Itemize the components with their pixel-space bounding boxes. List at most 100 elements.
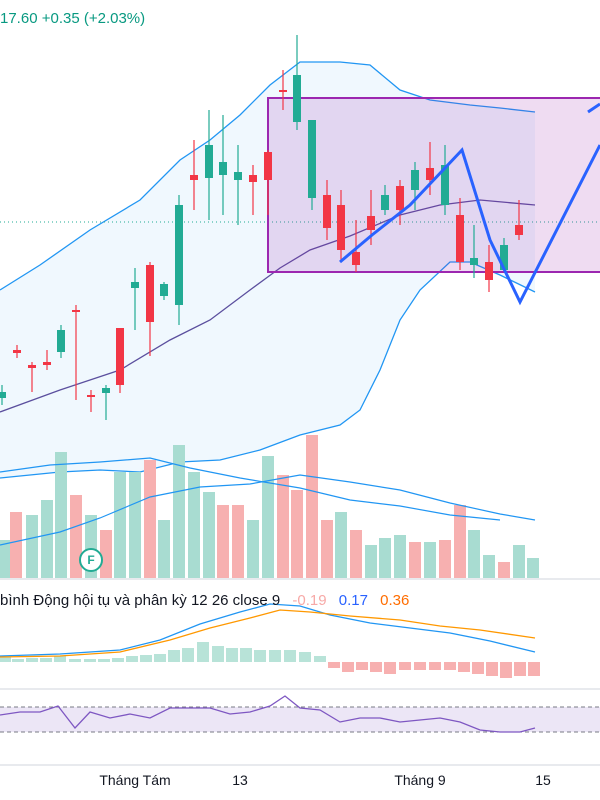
volume-bar [513, 545, 525, 578]
macd-histogram-bar [126, 656, 138, 662]
macd-histogram-bar [54, 656, 66, 662]
volume-bar [527, 558, 539, 578]
pattern-rectangle [267, 97, 600, 273]
candle-body [175, 205, 183, 305]
volume-bar [350, 530, 362, 578]
volume-bb-line [0, 457, 501, 521]
volume-bar [291, 490, 303, 578]
volume-bar [26, 515, 38, 578]
volume-bar [247, 520, 259, 578]
volume-bar [203, 492, 215, 578]
volume-bar [409, 542, 421, 578]
candle-body [264, 152, 272, 180]
macd-histogram-bar [69, 659, 81, 662]
volume-bar [217, 505, 229, 578]
candle-body [279, 90, 287, 92]
candle-body [441, 165, 449, 205]
volume-bar [173, 445, 185, 578]
event-marker-f[interactable]: F [79, 548, 103, 572]
candle-body [219, 162, 227, 175]
volume-bar [365, 545, 377, 578]
macd-histogram-bar [328, 662, 340, 668]
volume-bar [262, 456, 274, 578]
volume-bar [158, 520, 170, 578]
candle-body [28, 365, 36, 368]
macd-histogram-bar [240, 648, 252, 662]
x-tick-label: Tháng 9 [394, 772, 446, 788]
macd-histogram-bar [472, 662, 484, 674]
candle-body [515, 225, 523, 235]
macd-histogram-bar [182, 648, 194, 662]
price-change: +0.35 [41, 10, 80, 27]
volume-bar [232, 505, 244, 578]
macd-histogram-bar [528, 662, 540, 676]
volume-bar [498, 562, 510, 578]
macd-histogram-bar [112, 658, 124, 662]
macd-legend-label: bình Động hội tụ và phân kỳ 12 26 close … [0, 592, 281, 609]
volume-bar [10, 512, 22, 578]
volume-bar [483, 555, 495, 578]
candle-body [13, 350, 21, 353]
volume-bar [277, 475, 289, 578]
candle-body [146, 265, 154, 322]
volume-bar [55, 452, 67, 578]
candle-body [43, 362, 51, 365]
macd-histogram-bar [356, 662, 368, 670]
macd-line [0, 603, 536, 657]
macd-histogram-bar [140, 655, 152, 662]
pattern-line [339, 144, 600, 306]
volume-bar [335, 512, 347, 578]
candle-body [396, 186, 404, 210]
macd-histogram-bar [486, 662, 498, 676]
macd-histogram-bar [370, 662, 382, 672]
macd-histogram-bar [26, 658, 38, 662]
macd-signal-value: 0.36 [380, 592, 410, 609]
candle-body [485, 262, 493, 280]
volume-bar [468, 530, 480, 578]
candle-body [249, 175, 257, 182]
macd-signal-line [0, 609, 536, 658]
macd-histogram-bar [458, 662, 470, 672]
candle-body [160, 284, 168, 296]
candle-body [205, 145, 213, 178]
volume-bar [379, 538, 391, 578]
candle-body [323, 195, 331, 228]
x-tick-label: Tháng Tám [99, 772, 171, 788]
candle-body [352, 252, 360, 265]
macd-histogram-bar [212, 646, 224, 662]
candle-body [102, 388, 110, 393]
macd-histogram-bar [514, 662, 526, 676]
macd-histogram-bar [429, 662, 441, 670]
macd-histogram-bar [254, 650, 266, 662]
candle-body [0, 392, 6, 398]
volume-bar [188, 472, 200, 578]
macd-histogram-bar [269, 650, 281, 662]
volume-bar [394, 535, 406, 578]
volume-bar [129, 472, 141, 578]
volume-bar [41, 500, 53, 578]
macd-histogram-bar [414, 662, 426, 670]
macd-histogram-bar [168, 650, 180, 662]
macd-histogram-bar [444, 662, 456, 670]
candle-body [426, 168, 434, 180]
macd-histogram-bar [40, 658, 52, 662]
macd-histogram-bar [314, 656, 326, 662]
rsi-line [0, 695, 536, 733]
macd-histogram-bar [284, 650, 296, 662]
pattern-line-tail [587, 102, 600, 114]
volume-bar [424, 542, 436, 578]
candle-body [367, 216, 375, 230]
x-tick-label: 13 [232, 772, 248, 788]
volume-bar [0, 540, 11, 578]
macd-histogram-bar [12, 659, 24, 662]
macd-histogram-bar [226, 648, 238, 662]
macd-histogram-bar [342, 662, 354, 672]
candle-body [470, 258, 478, 265]
candle-body [190, 175, 198, 180]
candle-body [381, 195, 389, 210]
candle-body [57, 330, 65, 352]
volume-bar [100, 530, 112, 578]
volume-bar [306, 435, 318, 578]
candle-body [308, 120, 316, 198]
macd-histogram-value: -0.19 [292, 592, 327, 609]
